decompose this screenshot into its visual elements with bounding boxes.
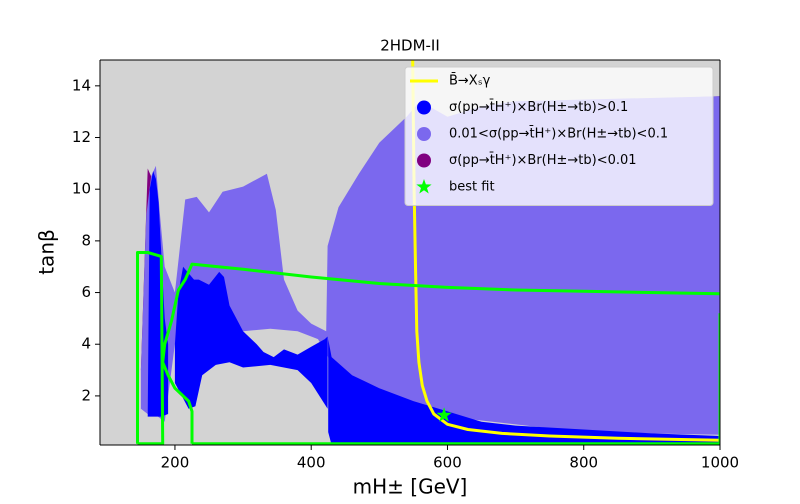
y-tick-label: 6 [81, 283, 91, 301]
y-tick-label: 10 [72, 180, 91, 198]
legend-label: best fit [449, 180, 495, 195]
x-tick-label: 1000 [701, 454, 739, 472]
legend-swatch [416, 179, 432, 194]
x-tick-label: 800 [569, 454, 598, 472]
y-tick-label: 4 [81, 335, 91, 353]
legend-label: σ(pp→t̄H⁺)×Br(H±→tb)<0.01 [449, 153, 637, 168]
legend-swatch [417, 153, 431, 168]
curve [411, 60, 720, 442]
chart-title: 2HDM-II [380, 37, 440, 55]
x-tick-label: 600 [433, 454, 462, 472]
x-tick-label: 400 [297, 454, 326, 472]
x-tick-label: 200 [161, 454, 190, 472]
legend-label: B̄→Xₛγ [449, 73, 491, 88]
y-tick-label: 2 [81, 386, 91, 404]
legend-label: 0.01<σ(pp→t̄H⁺)×Br(H±→tb)<0.1 [449, 126, 668, 141]
point [436, 407, 452, 422]
legend-swatch [417, 100, 431, 115]
y-tick-label: 12 [72, 128, 91, 146]
y-axis-label: tanβ [35, 229, 59, 275]
x-axis-label: mH± [GeV] [353, 475, 468, 499]
legend-swatch [417, 127, 431, 141]
y-tick-label: 8 [81, 231, 91, 249]
y-tick-label: 14 [72, 76, 91, 94]
legend-label: σ(pp→t̄H⁺)×Br(H±→tb)>0.1 [449, 100, 628, 115]
legend-box [404, 66, 714, 206]
curve [136, 251, 720, 445]
